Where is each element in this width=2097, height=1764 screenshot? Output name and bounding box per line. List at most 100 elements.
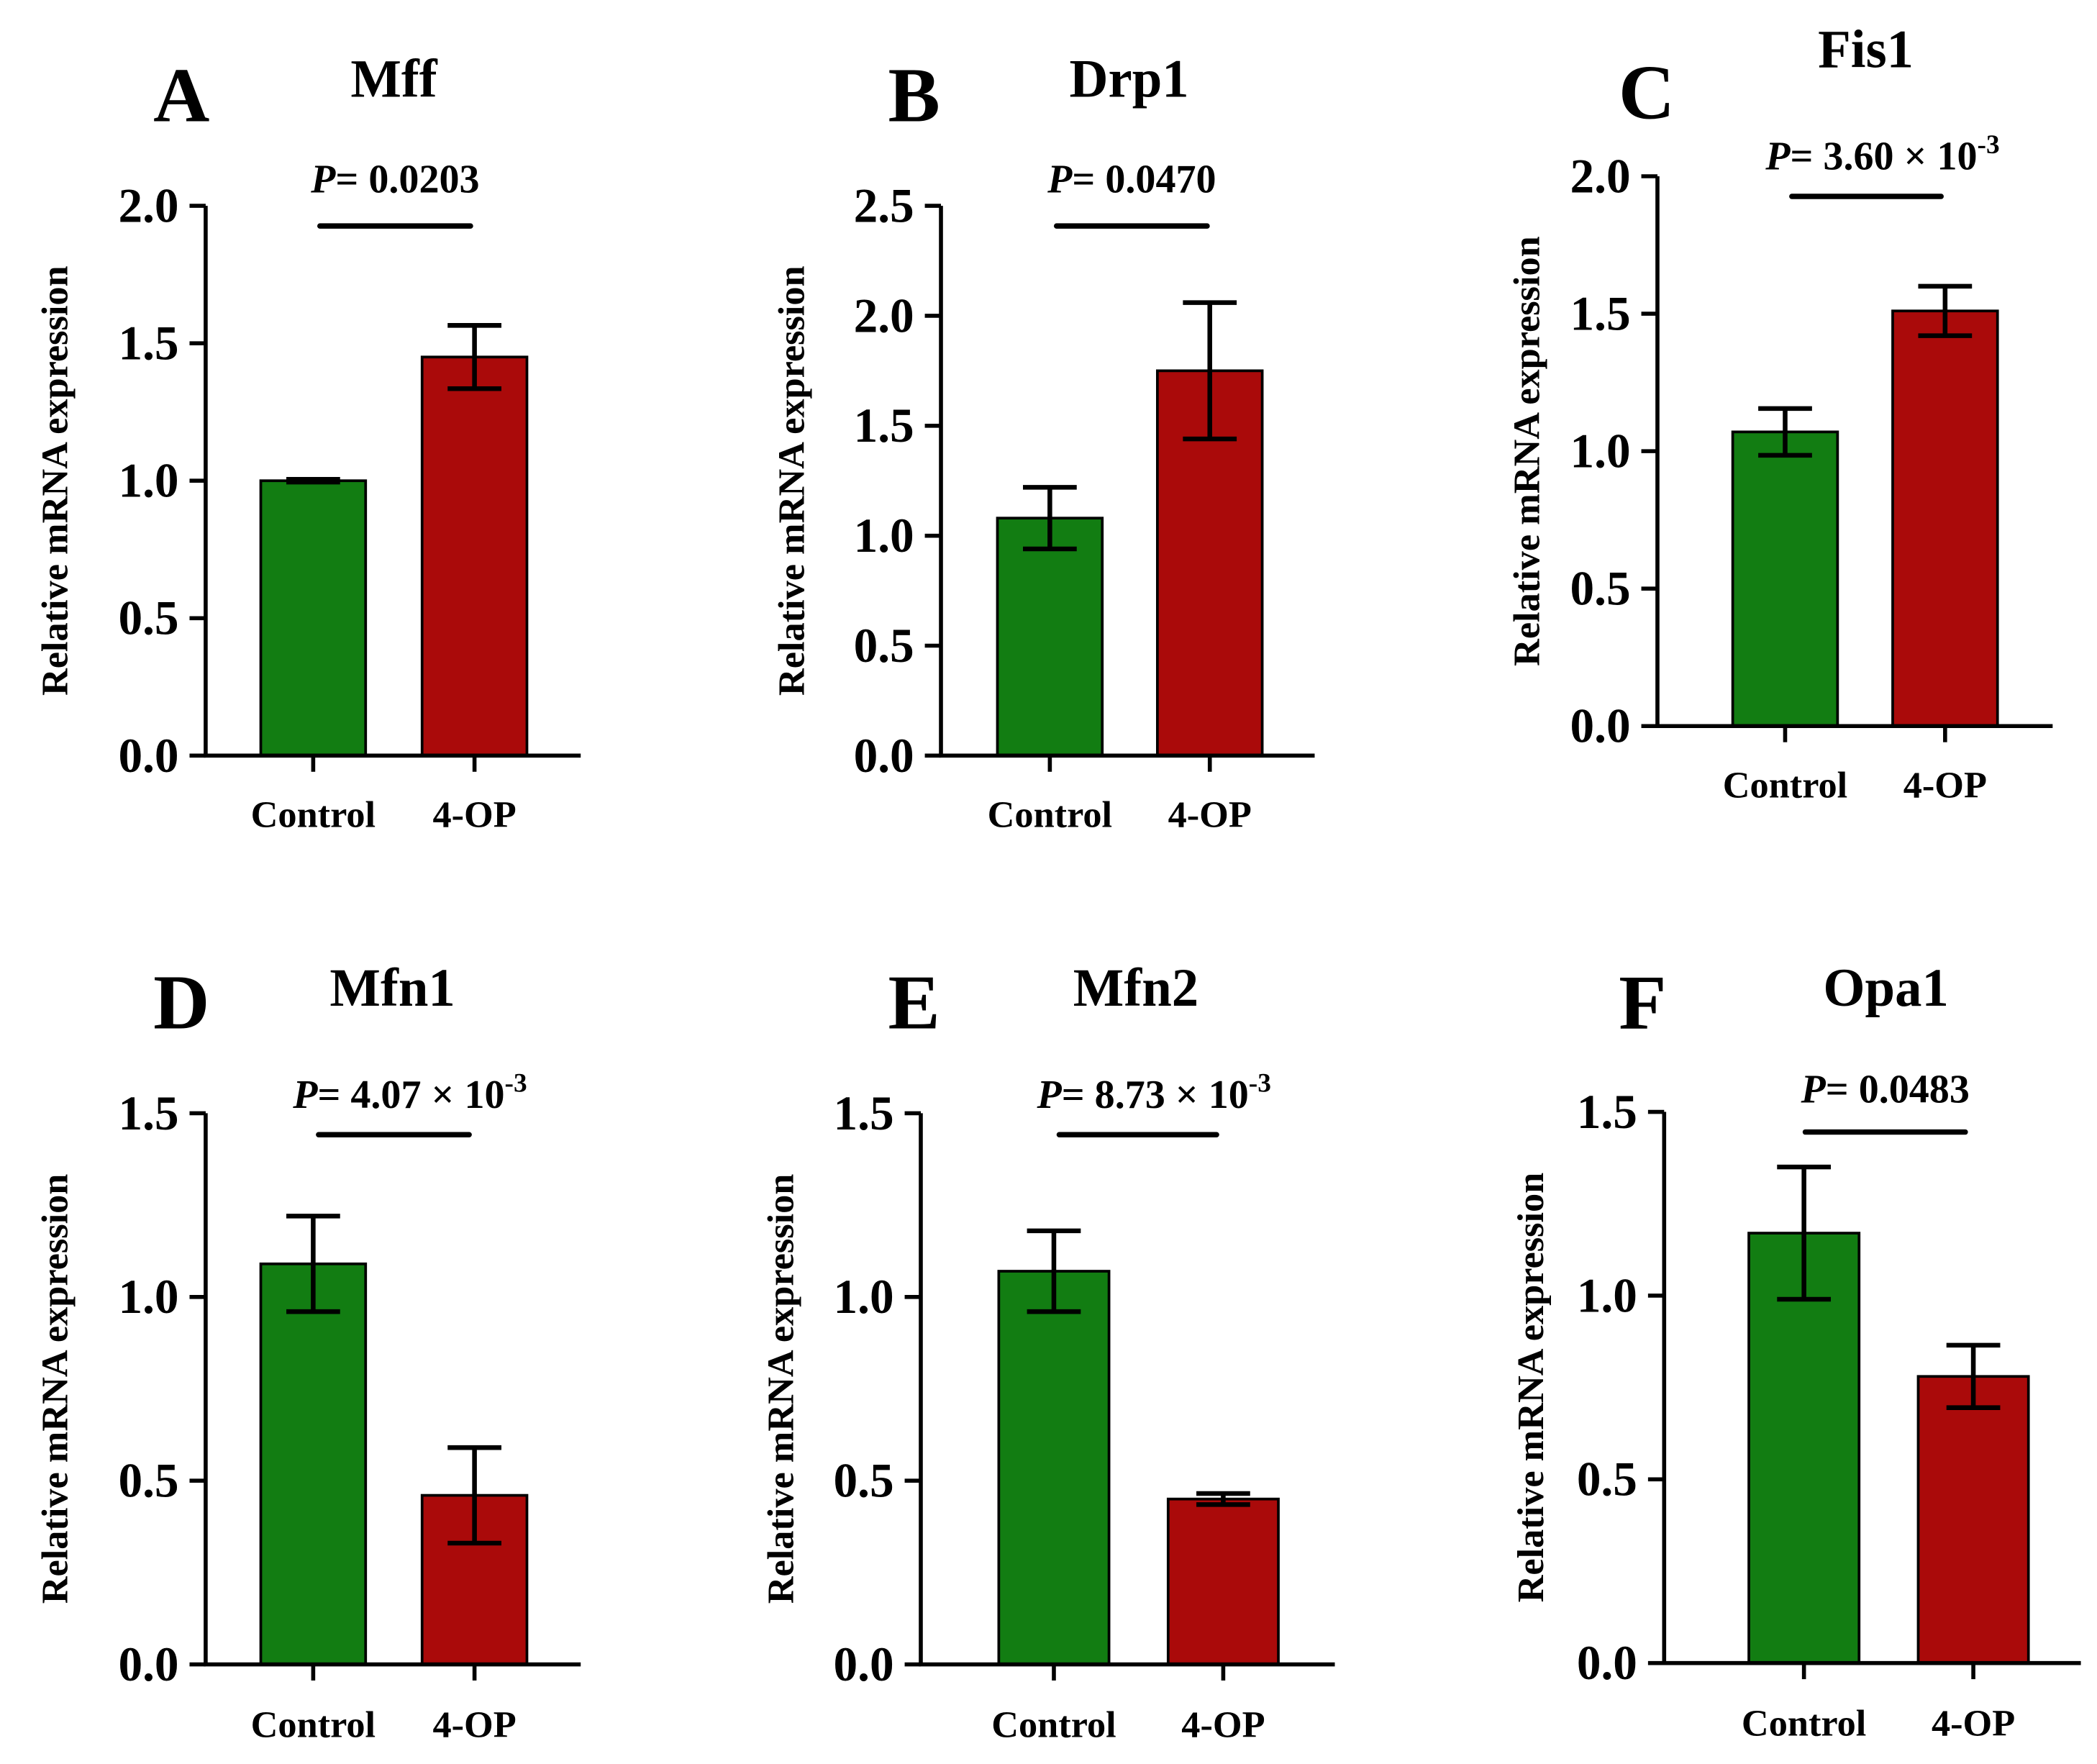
p-label: P bbox=[1047, 157, 1073, 201]
x-tick-label: 4-OP bbox=[432, 794, 516, 835]
y-tick-label: 0.5 bbox=[854, 619, 914, 673]
y-tick-label: 1.0 bbox=[1577, 1268, 1637, 1322]
y-tick-label: 2.0 bbox=[118, 179, 178, 233]
y-axis-label: Relative mRNA expression bbox=[760, 1174, 801, 1604]
bar-control bbox=[259, 1262, 368, 1666]
bar-control bbox=[996, 517, 1104, 758]
bar-4op bbox=[1916, 1375, 2030, 1665]
p-value-text: = 0.0483 bbox=[1826, 1067, 1970, 1111]
y-tick-label: 1.0 bbox=[834, 1270, 894, 1324]
p-value-text: = 0.0203 bbox=[335, 157, 479, 201]
error-bar bbox=[1758, 406, 1812, 458]
y-tick-label: 0.0 bbox=[1570, 699, 1631, 753]
y-axis-label: Relative mRNA expression bbox=[34, 1174, 76, 1604]
panel-letter: E bbox=[888, 960, 940, 1046]
p-value-text: = 0.0470 bbox=[1072, 157, 1216, 201]
p-label: P bbox=[1036, 1073, 1062, 1117]
chart-title: Opa1 bbox=[1823, 958, 1948, 1018]
error-bar bbox=[286, 1214, 340, 1314]
panel-letter: D bbox=[153, 960, 209, 1046]
y-tick-label: 1.0 bbox=[118, 454, 178, 508]
error-bar bbox=[447, 323, 501, 391]
y-axis-label: Relative mRNA expression bbox=[1510, 1173, 1552, 1603]
y-tick-label: 1.0 bbox=[1570, 424, 1631, 478]
y-axis-label: Relative mRNA expression bbox=[1506, 236, 1548, 666]
bar-4op bbox=[420, 355, 529, 758]
bar-control bbox=[259, 479, 368, 758]
panel-e: E Mfn2 Relative mRNA expression Control 4-OP… bbox=[760, 958, 1335, 1745]
panel-letter: B bbox=[888, 52, 940, 138]
y-tick-label: 1.5 bbox=[118, 1086, 178, 1140]
bar-4op bbox=[1166, 1497, 1280, 1666]
error-bar bbox=[1777, 1164, 1832, 1302]
error-bar bbox=[447, 1445, 501, 1546]
panel-letter: A bbox=[153, 52, 209, 138]
error-bar bbox=[1946, 1342, 2001, 1410]
p-label: P bbox=[1765, 135, 1791, 179]
p-value: P= 0.0483 bbox=[1801, 1067, 1970, 1111]
error-bar bbox=[1022, 485, 1077, 552]
y-tick-label: 0.0 bbox=[854, 729, 914, 783]
panel-a: A Mff Relative mRNA expression Control 4-OP 0… bbox=[34, 50, 581, 835]
x-tick-label: 4-OP bbox=[1181, 1704, 1265, 1745]
error-bar bbox=[286, 477, 340, 485]
y-tick-label: 0.0 bbox=[118, 1637, 178, 1691]
y-tick-label: 1.5 bbox=[854, 399, 914, 453]
x-tick-label: 4-OP bbox=[432, 1704, 516, 1745]
x-tick-label: 4-OP bbox=[1168, 794, 1252, 835]
p-value: P= 3.60 × 10-3 bbox=[1765, 130, 1999, 178]
chart-title: Mfn1 bbox=[329, 958, 455, 1018]
y-tick-label: 2.0 bbox=[854, 288, 914, 342]
p-value: P= 4.07 × 10-3 bbox=[292, 1069, 527, 1117]
error-bar bbox=[1027, 1228, 1081, 1314]
panel-letter: F bbox=[1619, 960, 1666, 1046]
p-label: P bbox=[310, 157, 336, 201]
panel-b: B Drp1 Relative mRNA expression Control 4-OP… bbox=[770, 50, 1315, 835]
y-tick-label: 0.5 bbox=[834, 1454, 894, 1508]
x-tick-label: 4-OP bbox=[1932, 1703, 2015, 1745]
y-tick-label: 1.5 bbox=[1577, 1085, 1637, 1139]
error-bar bbox=[1918, 283, 1973, 338]
p-label: P bbox=[1801, 1067, 1827, 1111]
panel-d: D Mfn1 Relative mRNA expression Control 4-OP… bbox=[34, 958, 581, 1745]
bar-control bbox=[1731, 430, 1839, 728]
p-value-text: = 4.07 × 10 bbox=[317, 1073, 504, 1117]
p-value: P= 8.73 × 10-3 bbox=[1036, 1069, 1270, 1117]
bar-4op bbox=[1891, 309, 1999, 728]
p-exponent: -3 bbox=[1978, 130, 2000, 160]
y-tick-label: 1.5 bbox=[118, 317, 178, 370]
panel-c: C Fis1 Relative mRNA expression Control 4-OP… bbox=[1506, 20, 2053, 806]
y-tick-label: 2.5 bbox=[854, 179, 914, 233]
y-tick-label: 0.0 bbox=[1577, 1636, 1637, 1690]
x-tick-label: Control bbox=[1723, 764, 1847, 806]
p-label: P bbox=[292, 1073, 318, 1117]
bar-control bbox=[997, 1270, 1111, 1666]
chart-title: Mfn2 bbox=[1073, 958, 1198, 1018]
y-tick-label: 0.5 bbox=[118, 1454, 178, 1508]
x-tick-label: Control bbox=[988, 794, 1112, 835]
x-tick-label: Control bbox=[251, 794, 376, 835]
p-value: P= 0.0203 bbox=[310, 157, 479, 201]
p-value-text: = 3.60 × 10 bbox=[1790, 135, 1977, 179]
y-axis-label: Relative mRNA expression bbox=[34, 265, 76, 696]
p-exponent: -3 bbox=[505, 1069, 527, 1099]
chart-title: Fis1 bbox=[1818, 20, 1914, 80]
y-tick-label: 1.0 bbox=[854, 509, 914, 563]
chart-title: Drp1 bbox=[1070, 50, 1189, 109]
x-tick-label: Control bbox=[991, 1704, 1116, 1745]
error-bar bbox=[1183, 300, 1237, 442]
y-tick-label: 1.0 bbox=[118, 1270, 178, 1324]
y-axis-label: Relative mRNA expression bbox=[770, 265, 812, 696]
error-bar bbox=[1196, 1491, 1250, 1507]
y-tick-label: 0.5 bbox=[1570, 562, 1631, 616]
p-exponent: -3 bbox=[1249, 1069, 1271, 1099]
x-tick-label: Control bbox=[1742, 1703, 1866, 1745]
y-tick-label: 1.5 bbox=[834, 1086, 894, 1140]
y-tick-label: 2.0 bbox=[1570, 149, 1631, 203]
p-value-text: = 8.73 × 10 bbox=[1062, 1073, 1249, 1117]
chart-title: Mff bbox=[350, 50, 437, 109]
p-value: P= 0.0470 bbox=[1047, 157, 1216, 201]
x-tick-label: Control bbox=[251, 1704, 376, 1745]
y-tick-label: 0.0 bbox=[834, 1637, 894, 1691]
